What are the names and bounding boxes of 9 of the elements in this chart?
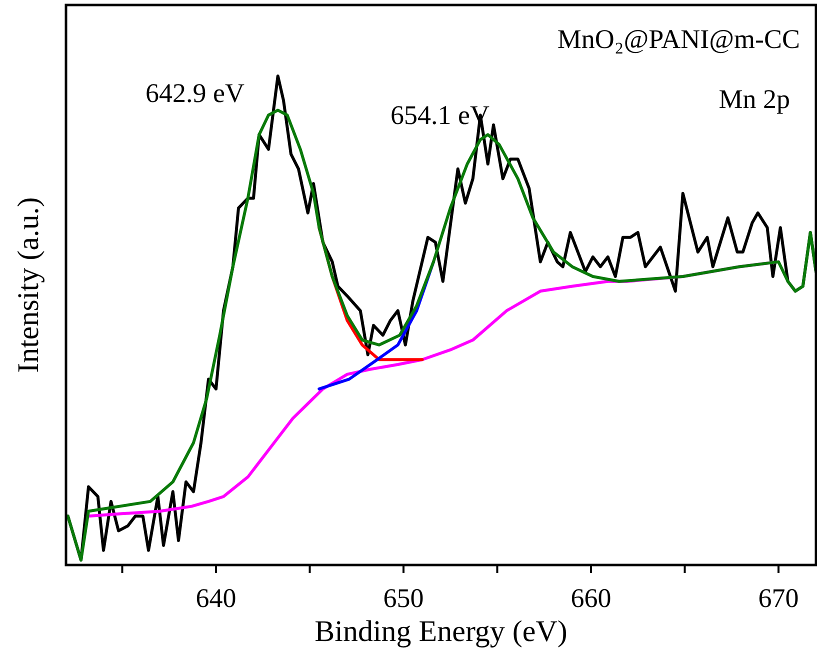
annotation: 642.9 eV [146,78,245,108]
x-tick-label: 640 [196,583,236,613]
annotation: Mn 2p [718,84,790,114]
x-tick-label: 670 [758,583,799,613]
x-axis-title: Binding Energy (eV) [314,615,568,648]
y-axis-title: Intensity (a.u.) [12,197,45,373]
x-tick-label: 650 [383,583,424,613]
text: MnO₂@PANI@m-CC [557,24,800,54]
x-tick-label: 660 [570,583,612,613]
